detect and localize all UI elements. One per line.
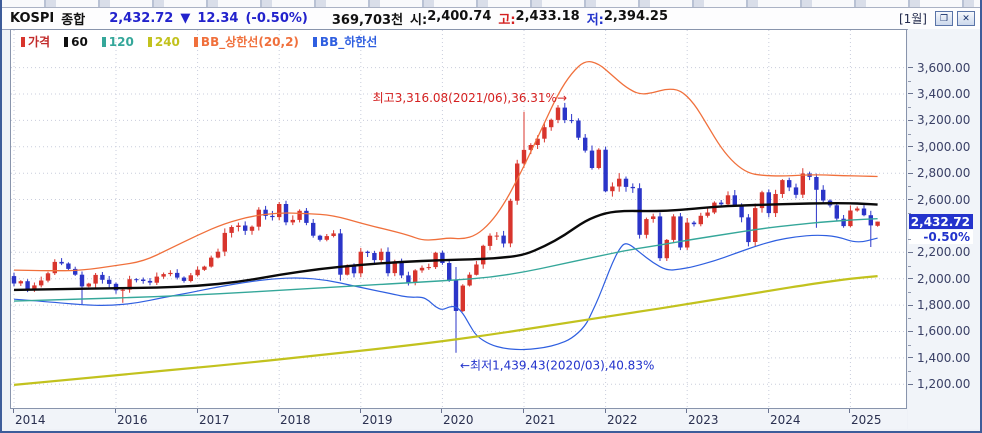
y-axis-label: 1,400.00 — [908, 351, 970, 365]
symbol-label: KOSPI — [10, 11, 55, 26]
legend-label: BB_하한선 — [319, 35, 378, 49]
toolbar-edge-strip — [2, 0, 980, 8]
y-axis-label: 2,600.00 — [908, 193, 970, 207]
high-value: 2,433.18 — [515, 9, 580, 24]
y-axis-label: 1,200.00 — [908, 377, 970, 391]
line-BB_하한선 — [13, 234, 878, 351]
price-axis: 2,432.72 -0.50% 3,600.00 3,400.00 3,200.00… — [908, 29, 980, 429]
legend-item-BB_하한선[interactable]: BB_하한선 — [312, 33, 378, 50]
indicator-legend: 가격 60 120 240 BB_상한선(20,2) BB_하한선 — [21, 33, 377, 50]
open-field: 시: 2,400.74 — [410, 9, 491, 28]
high-label: 고: — [498, 13, 516, 28]
chart-plot-area[interactable]: 최고3,316.08(2021/06),36.31%→ ←최저1,439.43(2… — [10, 29, 907, 409]
maximize-icon: ❐ — [939, 13, 949, 24]
y-axis-label: 2,800.00 — [908, 166, 970, 180]
volume-value: 369,703천 — [331, 13, 404, 28]
close-button[interactable]: ✕ — [957, 11, 975, 26]
legend-label: 240 — [154, 34, 180, 49]
candles-layer — [11, 102, 880, 353]
legend-marker-icon — [312, 36, 317, 47]
y-axis-label: 3,400.00 — [908, 87, 970, 101]
low-value: 2,394.25 — [603, 9, 669, 24]
current-price-badge: 2,432.72 — [909, 213, 973, 229]
legend-label: 가격 — [28, 35, 51, 49]
low-field: 저: 2,394.25 — [587, 9, 668, 28]
legend-item-240[interactable]: 240 — [147, 34, 180, 49]
down-arrow-icon: ▼ — [180, 11, 191, 26]
current-change-badge: -0.50% — [909, 229, 973, 244]
price-change-pct: (-0.50%) — [245, 11, 308, 26]
line-240 — [13, 275, 878, 386]
y-axis-minor-tick — [908, 239, 911, 241]
symbol-name: 종합 — [61, 13, 86, 28]
maximize-button[interactable]: ❐ — [935, 11, 953, 26]
line-120 — [13, 218, 878, 302]
y-axis-minor-tick — [908, 318, 911, 320]
open-value: 2,400.74 — [427, 9, 492, 24]
y-axis-minor-tick — [908, 212, 911, 214]
y-axis-minor-tick — [908, 107, 911, 109]
y-axis-label: 1,600.00 — [908, 324, 970, 338]
line-BB_상한선(20,2) — [13, 61, 878, 272]
legend-item-가격[interactable]: 가격 — [21, 33, 50, 50]
y-axis-minor-tick — [908, 159, 911, 161]
open-label: 시: — [410, 13, 428, 28]
y-axis-minor-tick — [908, 291, 911, 293]
legend-marker-icon — [64, 36, 69, 47]
y-axis-label: 3,000.00 — [908, 140, 970, 154]
quote-summary: KOSPI 종합 2,432.72 ▼ 12.34 (-0.50%) 369,7… — [10, 9, 668, 28]
high-annotation: 최고3,316.08(2021/06),36.31%→ — [373, 91, 567, 105]
y-axis-minor-tick — [908, 133, 911, 135]
legend-marker-icon — [101, 36, 106, 47]
legend-item-120[interactable]: 120 — [101, 34, 134, 49]
y-axis-label: 3,600.00 — [908, 61, 970, 75]
price-chart-canvas[interactable]: 최고3,316.08(2021/06),36.31%→ ←최저1,439.43(2… — [11, 30, 906, 408]
legend-label: 60 — [71, 34, 88, 49]
time-axis: 2014 2016 2017 2018 2019 2020 2021 2022 2023 2024… — [10, 409, 907, 429]
y-axis-label: 2,200.00 — [908, 245, 970, 259]
line-60 — [13, 201, 878, 292]
close-icon: ✕ — [962, 13, 970, 24]
last-price: 2,432.72 — [109, 11, 174, 26]
y-axis-label: 3,200.00 — [908, 113, 970, 127]
legend-marker-icon — [193, 36, 198, 47]
legend-label: 120 — [108, 34, 134, 49]
y-axis-label: 1,800.00 — [908, 298, 970, 312]
y-axis-minor-tick — [908, 186, 911, 188]
legend-marker-icon — [147, 36, 152, 47]
legend-marker-icon — [21, 36, 25, 47]
y-axis-minor-tick — [908, 371, 911, 373]
y-axis-minor-tick — [908, 265, 911, 267]
price-change: 12.34 — [197, 11, 239, 26]
chart-title-bar: KOSPI 종합 2,432.72 ▼ 12.34 (-0.50%) 369,7… — [2, 8, 980, 30]
legend-item-60[interactable]: 60 — [64, 35, 88, 49]
period-indicator: [1월] — [898, 12, 927, 26]
low-annotation: ←최저1,439.43(2020/03),40.83% — [460, 359, 654, 373]
y-axis-minor-tick — [908, 80, 911, 82]
low-label: 저: — [586, 13, 604, 28]
y-axis-minor-tick — [908, 344, 911, 346]
legend-item-BB_상한선(20,2)[interactable]: BB_상한선(20,2) — [193, 33, 299, 50]
legend-label: BB_상한선(20,2) — [200, 35, 299, 49]
y-axis-label: 2,000.00 — [908, 272, 970, 286]
high-field: 고: 2,433.18 — [498, 9, 579, 28]
grid-layer — [11, 30, 906, 408]
